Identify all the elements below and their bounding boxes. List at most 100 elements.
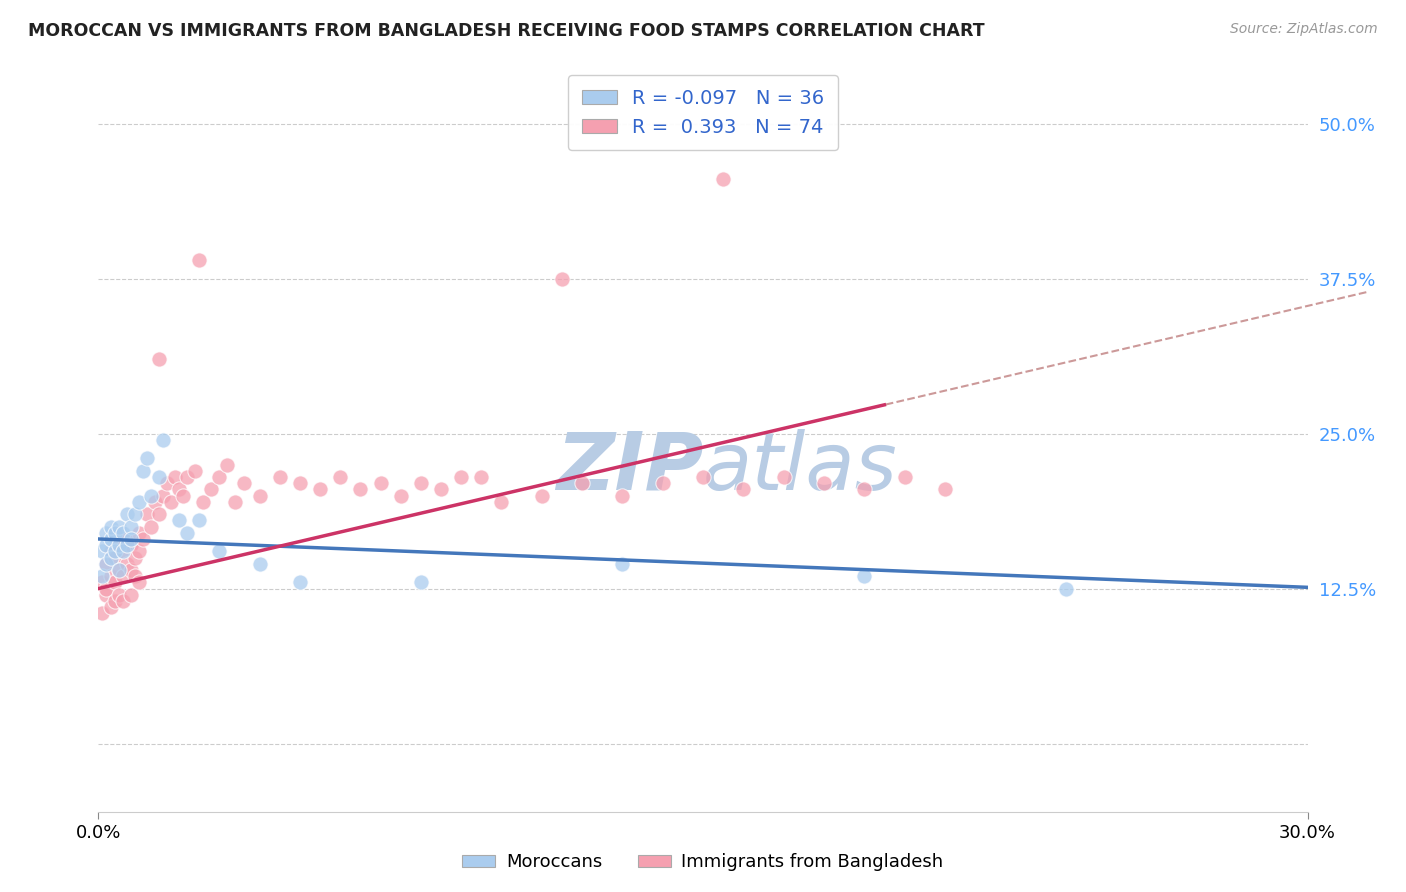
Point bbox=[96, 557, 118, 571]
Text: Source: ZipAtlas.com: Source: ZipAtlas.com bbox=[1230, 22, 1378, 37]
Point bbox=[107, 538, 129, 552]
Point bbox=[249, 489, 271, 503]
Point bbox=[530, 489, 553, 503]
Point bbox=[96, 538, 118, 552]
Point bbox=[107, 588, 129, 602]
Point bbox=[96, 588, 118, 602]
Point bbox=[107, 563, 129, 577]
Point bbox=[309, 483, 332, 497]
Point bbox=[91, 569, 114, 583]
Point bbox=[176, 470, 198, 484]
Point bbox=[120, 563, 142, 577]
Point bbox=[148, 470, 170, 484]
Point bbox=[124, 507, 146, 521]
Point bbox=[103, 525, 125, 540]
Point bbox=[128, 575, 150, 590]
Point bbox=[772, 470, 794, 484]
Point bbox=[111, 544, 134, 558]
Point bbox=[470, 470, 492, 484]
Point bbox=[115, 557, 138, 571]
Point bbox=[103, 594, 125, 608]
Point bbox=[100, 544, 122, 558]
Point bbox=[100, 569, 122, 583]
Point bbox=[167, 513, 190, 527]
Point bbox=[733, 483, 755, 497]
Point bbox=[124, 550, 146, 565]
Point bbox=[100, 550, 122, 565]
Point bbox=[156, 476, 179, 491]
Point bbox=[692, 470, 714, 484]
Point bbox=[288, 476, 311, 491]
Point bbox=[96, 582, 118, 596]
Point bbox=[193, 495, 215, 509]
Point bbox=[217, 458, 239, 472]
Point bbox=[551, 271, 574, 285]
Point bbox=[152, 489, 174, 503]
Point bbox=[853, 569, 876, 583]
Point bbox=[91, 575, 114, 590]
Point bbox=[612, 489, 634, 503]
Point bbox=[163, 470, 186, 484]
Point bbox=[249, 557, 271, 571]
Legend: Moroccans, Immigrants from Bangladesh: Moroccans, Immigrants from Bangladesh bbox=[456, 847, 950, 879]
Point bbox=[148, 507, 170, 521]
Point bbox=[139, 489, 162, 503]
Point bbox=[100, 600, 122, 615]
Point bbox=[120, 519, 142, 533]
Point bbox=[711, 172, 734, 186]
Point bbox=[813, 476, 835, 491]
Point bbox=[934, 483, 956, 497]
Point bbox=[111, 594, 134, 608]
Point bbox=[1054, 582, 1077, 596]
Point bbox=[148, 352, 170, 367]
Point bbox=[120, 588, 142, 602]
Text: atlas: atlas bbox=[703, 429, 898, 507]
Point bbox=[115, 532, 138, 546]
Point bbox=[128, 495, 150, 509]
Point bbox=[107, 538, 129, 552]
Point bbox=[224, 495, 246, 509]
Point bbox=[370, 476, 392, 491]
Point bbox=[132, 464, 155, 478]
Point bbox=[176, 525, 198, 540]
Point bbox=[430, 483, 453, 497]
Point bbox=[269, 470, 291, 484]
Point bbox=[389, 489, 412, 503]
Point bbox=[167, 483, 190, 497]
Point bbox=[91, 607, 114, 621]
Point bbox=[143, 495, 166, 509]
Point bbox=[120, 538, 142, 552]
Point bbox=[188, 253, 211, 268]
Point bbox=[115, 507, 138, 521]
Point bbox=[96, 557, 118, 571]
Point bbox=[160, 495, 183, 509]
Point bbox=[571, 476, 593, 491]
Point bbox=[651, 476, 673, 491]
Point bbox=[893, 470, 915, 484]
Point bbox=[111, 525, 134, 540]
Point bbox=[128, 544, 150, 558]
Point bbox=[152, 433, 174, 447]
Point bbox=[120, 532, 142, 546]
Point bbox=[111, 544, 134, 558]
Point bbox=[135, 507, 157, 521]
Point bbox=[111, 569, 134, 583]
Legend: R = -0.097   N = 36, R =  0.393   N = 74: R = -0.097 N = 36, R = 0.393 N = 74 bbox=[568, 75, 838, 151]
Text: ZIP: ZIP bbox=[555, 429, 703, 507]
Point bbox=[409, 575, 432, 590]
Point bbox=[103, 550, 125, 565]
Point bbox=[409, 476, 432, 491]
Point bbox=[139, 519, 162, 533]
Point bbox=[132, 532, 155, 546]
Point bbox=[115, 538, 138, 552]
Point bbox=[329, 470, 352, 484]
Point bbox=[124, 569, 146, 583]
Point bbox=[232, 476, 254, 491]
Point bbox=[172, 489, 194, 503]
Point bbox=[135, 451, 157, 466]
Point bbox=[107, 563, 129, 577]
Point bbox=[491, 495, 513, 509]
Point bbox=[853, 483, 876, 497]
Point bbox=[100, 519, 122, 533]
Point bbox=[91, 544, 114, 558]
